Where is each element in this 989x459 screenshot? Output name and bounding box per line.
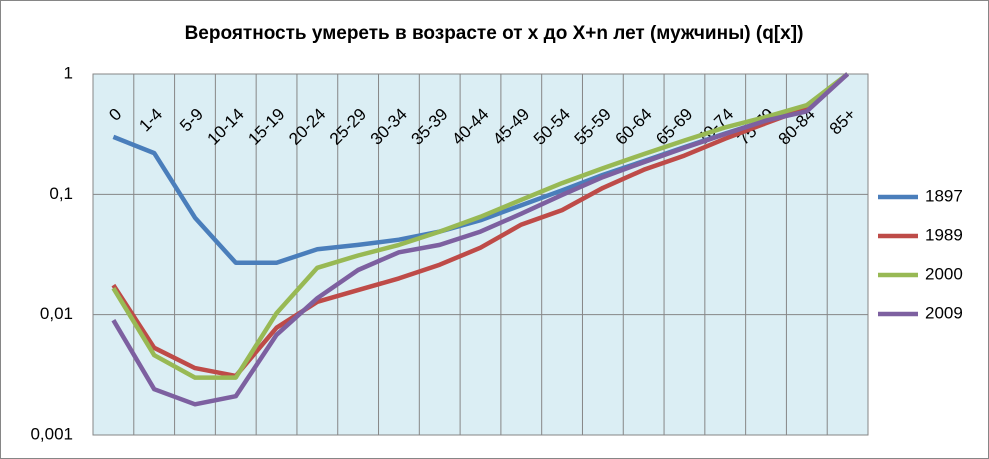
legend-label: 1989 — [925, 225, 963, 244]
legend-label: 2009 — [925, 303, 963, 322]
y-tick-label: 1 — [64, 63, 73, 82]
y-tick-label: 0,1 — [49, 184, 73, 203]
legend-label: 1897 — [925, 186, 963, 205]
lines — [111, 72, 850, 407]
legend-label: 2000 — [925, 264, 963, 283]
chart-title: Вероятность умереть в возрасте от x до X… — [185, 23, 804, 44]
series-line — [111, 72, 850, 407]
y-tick-label: 0,01 — [40, 304, 73, 323]
series-line — [111, 72, 849, 380]
y-tick-label: 0,001 — [30, 424, 73, 443]
